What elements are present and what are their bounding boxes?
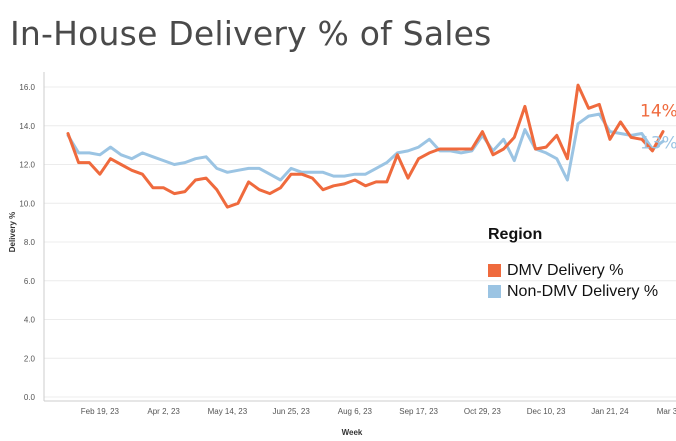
legend-item-non-dmv: Non-DMV Delivery % [488,281,658,302]
y-tick-label-5: 10.0 [19,199,35,208]
chart-title: In-House Delivery % of Sales [10,14,492,53]
y-tick-labels: 0.0 2.0 4.0 6.0 8.0 10.0 12.0 14.0 16.0 [19,83,35,402]
series-line-dmv [66,83,665,209]
legend-label-non-dmv: Non-DMV Delivery % [507,282,659,300]
y-tick-label-4: 8.0 [24,238,36,247]
x-tick-labels: Feb 19, 23 Apr 2, 23 May 14, 23 Jun 25, 23 A… [81,407,676,416]
legend-title: Region [488,226,543,243]
legend-label-dmv: DMV Delivery % [507,261,624,279]
x-tick-label-3: Jun 25, 23 [272,407,310,416]
x-tick-label-1: Apr 2, 23 [147,407,180,416]
end-label-non-dmv: 13% [640,133,676,153]
end-label-dmv: 14% [640,102,676,122]
x-axis-label: Week [342,428,363,437]
y-tick-label-3: 6.0 [24,277,36,286]
y-axis-label: Delivery % [8,212,17,252]
x-tick-label-0: Feb 19, 23 [81,407,120,416]
y-tick-label-6: 12.0 [19,161,35,170]
legend-swatch-non-dmv [488,285,501,298]
x-tick-label-2: May 14, 23 [208,407,248,416]
series-lines [66,83,665,209]
y-tick-label-8: 16.0 [19,83,35,92]
x-tick-label-6: Oct 29, 23 [464,407,501,416]
y-tick-label-2: 4.0 [24,316,36,325]
y-tick-label-0: 0.0 [24,393,36,402]
series-line-non-dmv [66,112,665,182]
x-tick-label-8: Jan 21, 24 [591,407,629,416]
x-tick-label-9: Mar 3, 24 [657,407,676,416]
end-labels: 13% 14% [640,102,676,154]
legend-item-dmv: DMV Delivery % [488,260,658,281]
x-tick-label-7: Dec 10, 23 [527,407,566,416]
x-tick-label-4: Aug 6, 23 [338,407,373,416]
legend-swatch-dmv [488,264,501,277]
y-tick-label-1: 2.0 [24,354,36,363]
y-tick-label-7: 14.0 [19,122,35,131]
x-tick-label-5: Sep 17, 23 [399,407,438,416]
legend: Region DMV Delivery % Non-DMV Delivery % [488,226,658,302]
